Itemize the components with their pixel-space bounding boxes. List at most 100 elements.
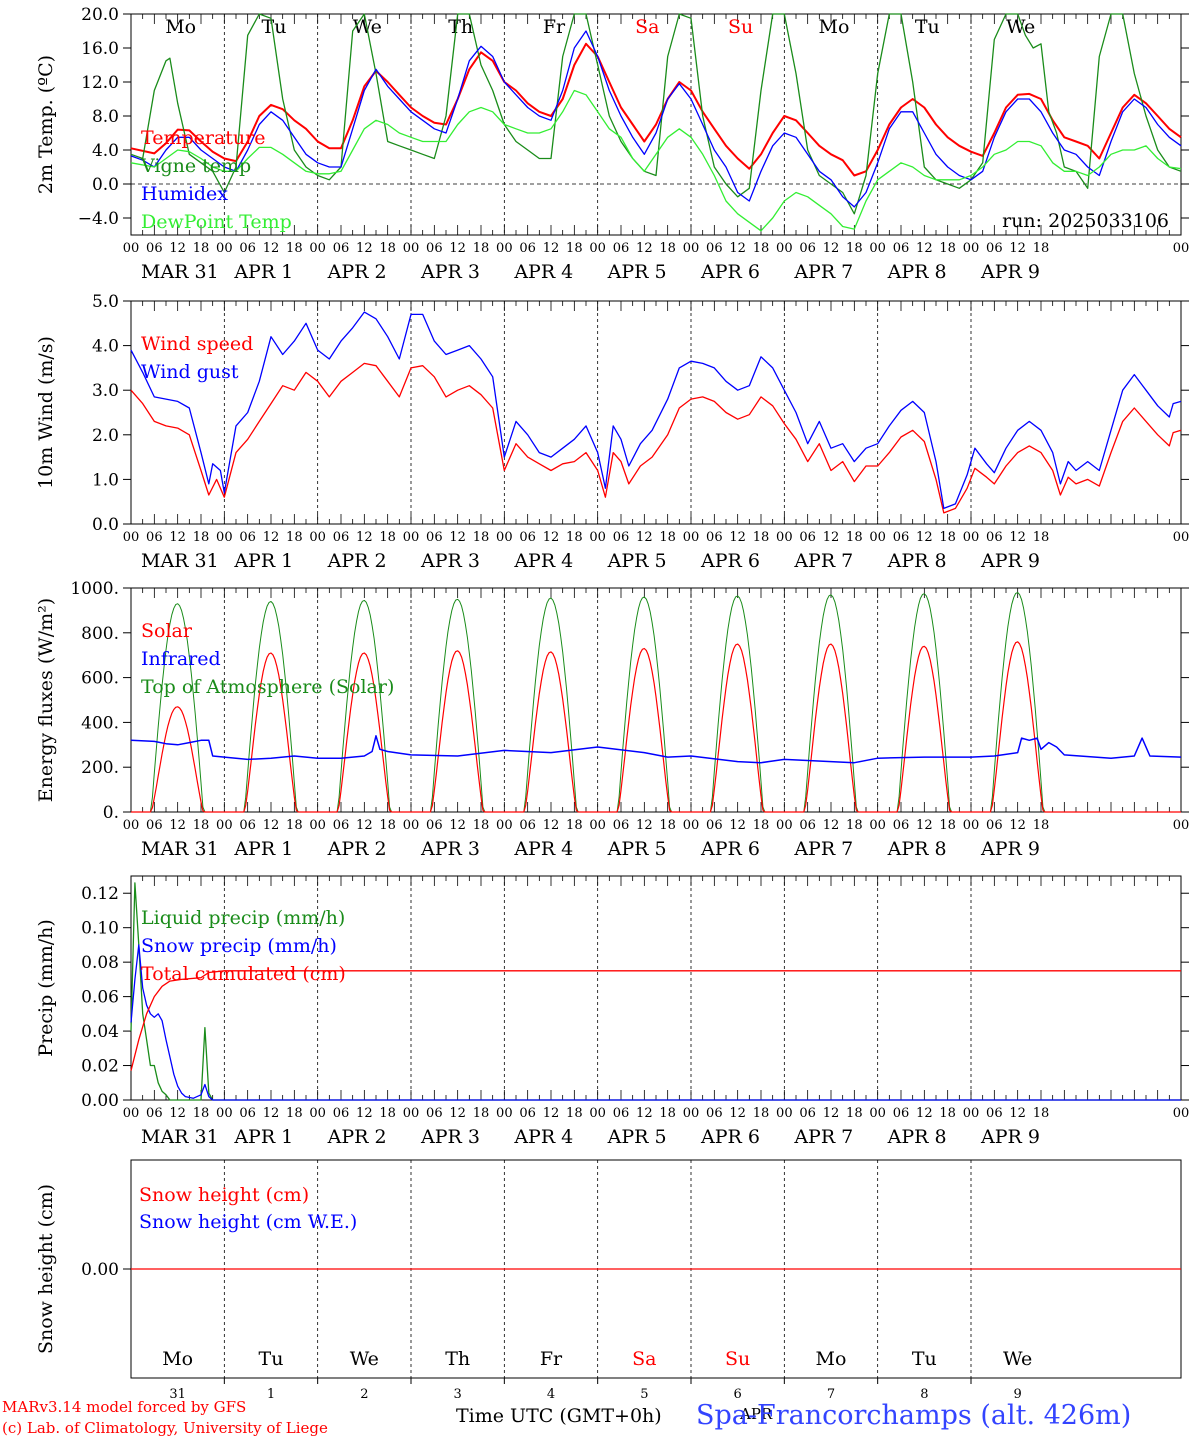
lab-credit: (c) Lab. of Climatology, University of L…: [2, 1419, 328, 1437]
hour-tick-label: 06: [333, 818, 350, 833]
hour-tick-label: 00: [776, 530, 793, 545]
solar-line: [131, 641, 1181, 813]
hour-tick-label: 12: [1009, 818, 1026, 833]
hour-tick-label: 18: [193, 818, 210, 833]
hour-tick-label: 06: [426, 1106, 443, 1121]
hour-tick-label: 18: [379, 1106, 396, 1121]
hour-tick-label: 00: [403, 818, 420, 833]
hour-tick-label: 06: [799, 241, 816, 256]
hour-tick-label: 06: [146, 1106, 163, 1121]
y-tick-label: 600.: [81, 669, 119, 689]
hour-tick-label: 00: [309, 530, 326, 545]
hour-tick-label: 18: [939, 818, 956, 833]
wind-gust-line: [130, 311, 1182, 510]
y-axis-label: Snow height (cm): [35, 1184, 57, 1354]
date-label: APR 6: [700, 838, 760, 860]
legend-entry: Humidex: [141, 183, 228, 205]
hour-tick-label: 12: [823, 1106, 840, 1121]
hour-tick-label: 06: [613, 1106, 630, 1121]
hour-tick-label: 06: [893, 241, 910, 256]
hour-tick-label: 12: [169, 818, 186, 833]
hour-tick-label: 06: [426, 530, 443, 545]
hour-tick-label: 06: [239, 818, 256, 833]
hour-tick-label: 12: [543, 818, 560, 833]
day-number: 2: [360, 1387, 368, 1402]
hour-tick-label: 12: [263, 818, 280, 833]
hour-tick-label: 12: [169, 241, 186, 256]
y-tick-label: −4.0: [78, 209, 119, 229]
hour-tick-label: 00: [496, 530, 513, 545]
hour-tick-label: 00: [869, 818, 886, 833]
date-label: APR 9: [980, 1126, 1040, 1148]
hour-tick-label: 12: [823, 530, 840, 545]
hour-tick-label: 06: [799, 530, 816, 545]
hour-tick-label: 18: [846, 1106, 863, 1121]
hour-tick-label: 00: [963, 818, 980, 833]
hour-tick-label: 12: [729, 530, 746, 545]
y-tick-label: 12.0: [81, 73, 119, 93]
y-tick-label: 0.00: [81, 1260, 119, 1280]
plot-frame-1: [130, 300, 1182, 525]
weekday-label: Fr: [540, 1348, 563, 1370]
date-label: APR 6: [700, 550, 760, 572]
date-label: APR 3: [420, 1126, 480, 1148]
weekday-label: Tu: [262, 16, 287, 38]
date-label: APR 1: [233, 1126, 293, 1148]
weekday-label: Sa: [632, 1348, 656, 1370]
legend-entry: Temperature: [141, 127, 265, 149]
date-label: MAR 31: [141, 838, 219, 860]
y-tick-label: 0.: [103, 803, 119, 823]
hour-tick-label: 00: [1173, 818, 1190, 833]
hour-tick-label: 06: [893, 1106, 910, 1121]
run-label: run: 2025033106: [1002, 210, 1169, 232]
month-label: APR: [740, 1405, 773, 1423]
dewpoint-temp-line: [130, 89, 1182, 232]
hour-tick-label: 18: [286, 241, 303, 256]
y-tick-label: 1000.: [70, 579, 119, 599]
date-label: APR 4: [513, 261, 573, 283]
hour-tick-label: 00: [869, 1106, 886, 1121]
hour-tick-label: 00: [496, 818, 513, 833]
hour-tick-label: 18: [659, 1106, 676, 1121]
day-number: 5: [640, 1387, 648, 1402]
temperature-line: [130, 42, 1182, 177]
hour-tick-label: 18: [286, 1106, 303, 1121]
hour-tick-label: 00: [403, 530, 420, 545]
hour-tick-label: 12: [263, 1106, 280, 1121]
date-label: APR 4: [513, 1126, 573, 1148]
date-label: APR 3: [420, 838, 480, 860]
hour-tick-label: 00: [123, 241, 140, 256]
date-label: APR 9: [980, 261, 1040, 283]
hour-tick-label: 06: [519, 530, 536, 545]
y-tick-label: 5.0: [92, 292, 119, 312]
hour-tick-label: 00: [216, 1106, 233, 1121]
liquid-precip-mm-h--line: [130, 882, 1181, 1101]
hour-tick-label: 00: [683, 1106, 700, 1121]
weekday-label: Tu: [912, 1348, 937, 1370]
legend-entry: Liquid precip (mm/h): [141, 907, 345, 929]
hour-tick-label: 18: [753, 241, 770, 256]
hour-tick-label: 06: [706, 241, 723, 256]
hour-tick-label: 00: [123, 1106, 140, 1121]
hour-tick-label: 06: [333, 241, 350, 256]
y-tick-label: 4.0: [92, 337, 119, 357]
y-tick-label: 0.0: [92, 175, 119, 195]
hour-tick-label: 00: [776, 818, 793, 833]
hour-tick-label: 00: [216, 241, 233, 256]
date-label: APR 2: [327, 838, 387, 860]
hour-tick-label: 12: [356, 530, 373, 545]
hour-tick-label: 00: [776, 241, 793, 256]
weekday-label: Th: [448, 16, 473, 38]
y-tick-label: 0.06: [81, 988, 119, 1008]
hour-tick-label: 18: [659, 241, 676, 256]
model-credit: MARv3.14 model forced by GFS: [2, 1398, 247, 1416]
date-label: APR 3: [420, 261, 480, 283]
y-tick-label: 20.0: [81, 5, 119, 25]
hour-tick-label: 18: [193, 241, 210, 256]
date-label: APR 8: [887, 838, 947, 860]
y-tick-label: 1.0: [92, 470, 119, 490]
hour-tick-label: 06: [239, 1106, 256, 1121]
y-tick-label: 0.08: [81, 953, 119, 973]
hour-tick-label: 00: [216, 530, 233, 545]
hour-tick-label: 18: [659, 530, 676, 545]
